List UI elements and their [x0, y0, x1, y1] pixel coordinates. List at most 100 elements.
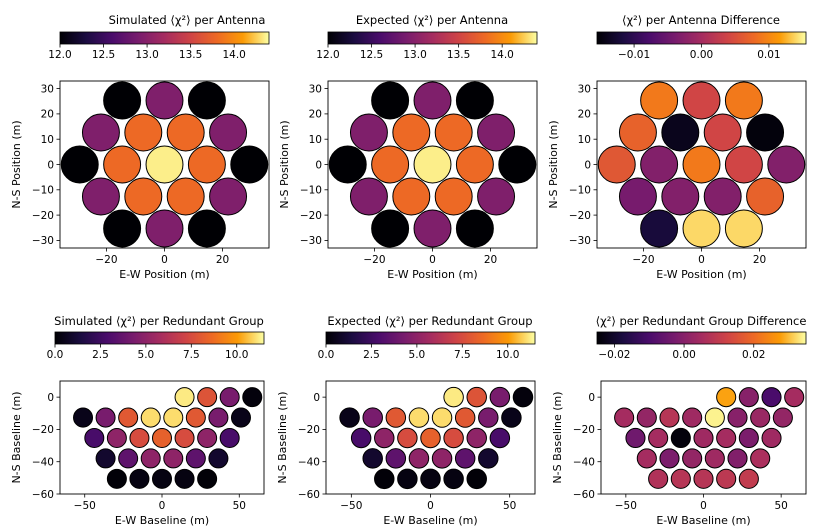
- colorbar: [596, 331, 807, 345]
- data-point: [738, 427, 759, 449]
- data-point: [625, 427, 646, 449]
- data-point: [767, 145, 806, 184]
- data-point: [724, 81, 763, 120]
- data-point: [661, 177, 700, 216]
- data-point: [106, 468, 127, 489]
- colorbar-tick-label: 14.0: [490, 49, 513, 61]
- data-point: [716, 427, 737, 449]
- y-tick-label: −10: [569, 185, 591, 197]
- y-tick-label: 0: [584, 159, 591, 171]
- y-tick-label: 10: [41, 134, 54, 146]
- data-point: [187, 145, 226, 184]
- data-point: [219, 387, 240, 408]
- data-point: [455, 81, 494, 120]
- data-point: [163, 448, 184, 469]
- data-point: [693, 427, 714, 449]
- data-point: [772, 407, 793, 428]
- data-point: [420, 427, 441, 449]
- data-point: [145, 145, 184, 184]
- data-point: [738, 468, 759, 489]
- data-point: [716, 387, 737, 408]
- colorbar-tick-label: 0.00: [690, 49, 713, 61]
- colorbar-tick-label: −0.01: [618, 49, 650, 61]
- data-point: [443, 386, 464, 408]
- data-point: [145, 81, 184, 120]
- data-point: [118, 448, 139, 469]
- data-point: [187, 209, 226, 248]
- data-point: [640, 81, 679, 120]
- data-point: [103, 145, 142, 184]
- data-point: [95, 448, 116, 469]
- data-point: [118, 407, 139, 428]
- data-point: [636, 448, 657, 469]
- x-tick-label: 0: [429, 254, 436, 266]
- colorbar-tick-label: 12.5: [92, 49, 115, 61]
- data-point: [185, 407, 206, 428]
- y-tick-label: 30: [309, 83, 322, 95]
- data-point: [618, 177, 657, 216]
- data-point: [185, 448, 206, 469]
- colorbar: [327, 31, 538, 45]
- data-point: [478, 448, 499, 469]
- y-axis-label: N-S Baseline (m): [551, 391, 564, 483]
- data-point: [724, 145, 763, 184]
- x-tick-label: 50: [233, 500, 246, 512]
- data-point: [636, 407, 657, 428]
- colorbar-tick-label: 10.0: [225, 349, 248, 361]
- chart-title: ⟨χ²⟩ per Antenna Difference: [622, 13, 780, 27]
- data-point: [597, 145, 636, 184]
- colorbar-tick-label: 0.0: [318, 349, 335, 361]
- panel-diff-ant: ⟨χ²⟩ per Antenna Difference −0.01 0.00 0.01…: [547, 13, 807, 281]
- x-tick-label: −50: [615, 500, 637, 512]
- data-point: [349, 177, 388, 216]
- data-point: [374, 468, 395, 490]
- y-tick-label: −20: [298, 424, 320, 436]
- data-point: [498, 145, 537, 184]
- data-point: [187, 81, 226, 120]
- data-point: [385, 407, 407, 428]
- x-tick-label: 50: [503, 500, 516, 512]
- data-point: [163, 407, 184, 428]
- data-point: [704, 407, 725, 428]
- colorbar-tick-label: 7.5: [454, 349, 471, 361]
- data-point: [129, 468, 150, 489]
- data-point: [489, 427, 511, 449]
- y-tick-label: 0: [47, 159, 54, 171]
- data-point: [140, 407, 161, 428]
- y-tick-label: −40: [573, 457, 595, 469]
- x-tick-label: −20: [95, 254, 117, 266]
- y-axis-label: N-S Baseline (m): [276, 391, 289, 483]
- data-point: [197, 468, 218, 489]
- data-point: [659, 407, 680, 428]
- data-point: [682, 407, 703, 428]
- x-tick-label: −50: [340, 500, 362, 512]
- data-point: [431, 407, 453, 428]
- y-tick-label: −40: [32, 457, 54, 469]
- y-tick-label: −30: [32, 235, 54, 247]
- data-point: [477, 113, 516, 152]
- data-point: [81, 113, 120, 152]
- data-point: [392, 113, 431, 152]
- data-point: [420, 468, 441, 490]
- colorbar: [54, 331, 265, 345]
- data-point: [670, 427, 691, 449]
- data-point: [350, 427, 372, 449]
- data-point: [478, 407, 499, 428]
- data-point: [618, 113, 657, 152]
- x-axis-label: E-W Position (m): [119, 268, 209, 281]
- x-tick-label: 20: [484, 254, 497, 266]
- data-point: [413, 209, 452, 248]
- y-tick-label: 0: [313, 392, 320, 404]
- colorbar-tick-label: 5.0: [409, 349, 426, 361]
- y-tick-label: −60: [32, 489, 54, 501]
- data-point: [454, 448, 476, 469]
- data-point: [397, 468, 418, 490]
- data-point: [84, 427, 105, 448]
- data-point: [682, 145, 721, 184]
- y-tick-label: −60: [298, 489, 320, 501]
- data-point: [704, 448, 725, 469]
- chart-title: Simulated ⟨χ²⟩ per Redundant Group: [54, 314, 264, 328]
- data-point: [682, 81, 721, 120]
- data-point: [374, 427, 395, 449]
- data-point: [328, 145, 367, 184]
